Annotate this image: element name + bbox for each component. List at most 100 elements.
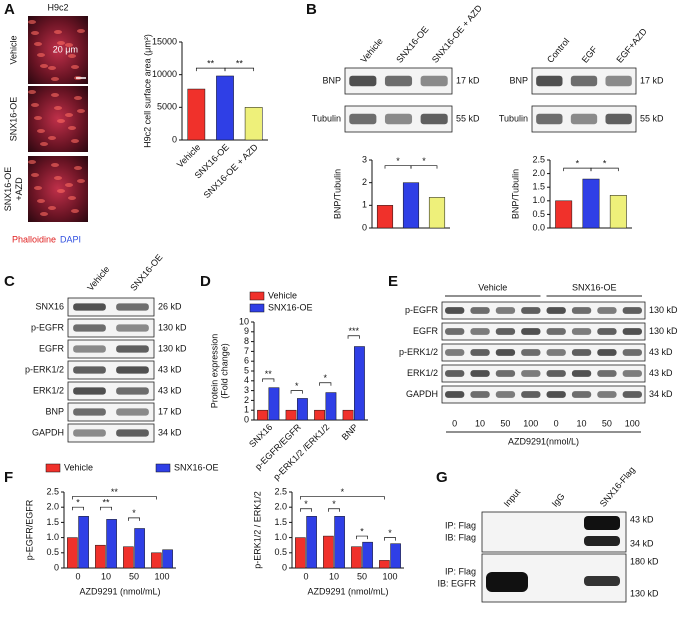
blot-band	[521, 328, 541, 335]
cell	[54, 106, 62, 110]
blot-band	[546, 391, 566, 398]
y-tick-label: 0.5	[532, 209, 545, 219]
row-label: EGFR	[413, 326, 439, 336]
kd-label: 43 kD	[158, 385, 182, 395]
blot-band	[445, 370, 465, 377]
sig-bracket	[347, 335, 360, 339]
x-axis-label: AZD9291 (nmol/mL)	[79, 586, 160, 596]
sig-bracket	[290, 390, 303, 394]
blot-band	[571, 307, 592, 314]
blot-band	[73, 345, 106, 353]
sig-label: **	[111, 487, 119, 497]
blot-frame	[441, 322, 646, 341]
sig-bracket	[356, 535, 368, 540]
blot-band	[470, 349, 490, 356]
blot-band	[521, 349, 541, 356]
row-label: SNX16-OE	[8, 97, 18, 142]
blot-band	[546, 349, 566, 356]
cell	[28, 160, 36, 164]
y-tick-label: 9	[244, 326, 249, 336]
sig-label: *	[76, 498, 80, 508]
y-tick-label: 3	[244, 385, 249, 395]
sig-bracket	[262, 378, 275, 382]
blot-band	[495, 370, 516, 377]
cell	[77, 179, 85, 183]
blot-frame	[441, 385, 646, 404]
kd-label: 43 kD	[158, 364, 182, 374]
y-tick-label: 0	[244, 414, 249, 424]
blot-band	[622, 370, 642, 377]
lane-label: 10	[577, 418, 587, 428]
blot-band	[584, 516, 620, 530]
lane-label: Control	[545, 36, 571, 65]
cell	[71, 65, 79, 69]
sig-bracket	[300, 508, 312, 512]
y-tick-label: 2.0	[532, 168, 545, 178]
y-axis-label: BNP/Tubulin	[510, 169, 520, 219]
stain: Phalloidine	[12, 234, 56, 244]
sig-label: *	[396, 156, 400, 166]
sig-label: *	[388, 528, 392, 538]
y-tick-label: 0.0	[532, 222, 545, 232]
panel-letter: D	[200, 273, 211, 290]
blot-band	[116, 366, 149, 374]
blot-xlabel: AZD9291(nmol/L)	[508, 436, 579, 446]
sig-bracket	[384, 165, 412, 169]
y-axis-label: (Fold change)	[219, 343, 229, 399]
bar	[402, 182, 420, 229]
sig-bracket	[590, 167, 619, 172]
sig-label: **	[236, 59, 244, 69]
y-tick-label: 2	[244, 395, 249, 405]
sig-label: ***	[348, 326, 359, 336]
kd-label: 17 kD	[158, 406, 182, 416]
kd-label: 43 kD	[630, 514, 654, 524]
cell	[40, 64, 48, 68]
bar	[428, 197, 446, 229]
sig-bracket	[384, 537, 396, 541]
cell	[34, 116, 42, 120]
cell	[57, 189, 65, 193]
row-label: GAPDH	[32, 427, 64, 437]
blot-band	[536, 75, 563, 87]
cell	[65, 43, 73, 47]
blot-band	[597, 307, 617, 314]
blot-frame	[67, 339, 155, 359]
blot-band	[521, 370, 541, 377]
blot-band	[622, 328, 642, 335]
legend-label: SNX16-OE	[174, 462, 219, 472]
cell	[65, 113, 73, 117]
blot-band	[584, 536, 620, 546]
lane-label: EGF	[580, 44, 600, 65]
bar	[95, 544, 106, 569]
cell	[28, 90, 36, 94]
blot-band	[116, 387, 149, 395]
sig-label: *	[576, 159, 580, 169]
blot-band	[605, 113, 632, 125]
y-tick-label: 2.5	[532, 154, 545, 164]
kd-label: 130 kD	[158, 343, 187, 353]
blot-band	[384, 113, 413, 125]
blot-band	[495, 328, 516, 335]
bar	[555, 200, 573, 229]
y-axis-label: p-EGFR/EGFR	[24, 499, 34, 560]
blot-band	[546, 307, 566, 314]
blot-band	[116, 324, 149, 332]
lane-label: EGF+AZD	[614, 26, 649, 65]
cell	[37, 129, 45, 133]
cell	[77, 29, 85, 33]
blot-band	[445, 349, 465, 356]
blot-band	[420, 75, 448, 87]
blot-band	[349, 75, 377, 87]
sig-label: **	[102, 498, 110, 508]
sig-bracket	[195, 67, 226, 72]
cell	[28, 20, 36, 24]
bar	[376, 205, 394, 229]
lane-label: SNX16-OE	[394, 24, 430, 65]
y-tick-label: 0	[54, 562, 59, 572]
x-tick-label: SNX16-OE + AZD	[202, 142, 261, 201]
y-tick-label: 1	[362, 200, 367, 210]
row-label: ERK1/2	[33, 385, 64, 395]
cell	[68, 196, 76, 200]
y-tick-label: 0	[362, 222, 367, 232]
x-tick-label: 50	[129, 571, 139, 581]
